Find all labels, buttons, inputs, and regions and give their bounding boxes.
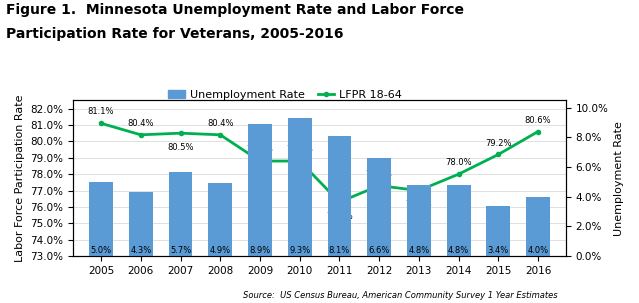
Bar: [407, 185, 431, 256]
Bar: [526, 197, 550, 256]
Bar: [328, 136, 351, 256]
Bar: [288, 118, 312, 256]
Bar: [367, 158, 391, 256]
Text: 76.3%: 76.3%: [326, 212, 353, 221]
Y-axis label: Labor Force Participation Rate: Labor Force Participation Rate: [15, 95, 25, 262]
Text: 4.8%: 4.8%: [448, 246, 469, 255]
Text: Source:  US Census Bureau, American Community Survey 1 Year Estimates: Source: US Census Bureau, American Commu…: [243, 291, 557, 300]
Text: 80.5%: 80.5%: [167, 143, 194, 152]
Text: 5.0%: 5.0%: [91, 246, 112, 255]
Text: 5.7%: 5.7%: [170, 246, 191, 255]
Text: 80.4%: 80.4%: [207, 119, 233, 128]
Text: 4.3%: 4.3%: [130, 246, 151, 255]
Text: 78.0%: 78.0%: [445, 158, 472, 167]
Text: Figure 1.  Minnesota Unemployment Rate and Labor Force: Figure 1. Minnesota Unemployment Rate an…: [6, 3, 465, 17]
Text: 81.1%: 81.1%: [88, 107, 114, 116]
Text: 78.8%: 78.8%: [247, 145, 273, 154]
Text: 4.0%: 4.0%: [527, 246, 549, 255]
Bar: [486, 206, 510, 256]
Bar: [129, 192, 153, 256]
Text: 78.8%: 78.8%: [286, 145, 313, 154]
Text: 3.4%: 3.4%: [488, 246, 509, 255]
Text: 80.6%: 80.6%: [525, 115, 551, 125]
Text: 6.6%: 6.6%: [369, 246, 390, 255]
Text: 80.4%: 80.4%: [128, 119, 154, 128]
Y-axis label: Unemployment Rate: Unemployment Rate: [614, 121, 624, 236]
Text: 79.2%: 79.2%: [485, 138, 512, 148]
Text: 4.8%: 4.8%: [408, 246, 429, 255]
Legend: Unemployment Rate, LFPR 18-64: Unemployment Rate, LFPR 18-64: [164, 86, 406, 105]
Text: 8.1%: 8.1%: [329, 246, 350, 255]
Text: 77.0%: 77.0%: [406, 200, 432, 209]
Text: 77.3%: 77.3%: [366, 170, 392, 179]
Bar: [447, 185, 470, 256]
Text: Participation Rate for Veterans, 2005-2016: Participation Rate for Veterans, 2005-20…: [6, 27, 344, 41]
Bar: [89, 182, 113, 256]
Bar: [248, 124, 272, 256]
Bar: [208, 183, 232, 256]
Text: 8.9%: 8.9%: [249, 246, 270, 255]
Bar: [169, 171, 192, 256]
Text: 4.9%: 4.9%: [210, 246, 231, 255]
Text: 9.3%: 9.3%: [289, 246, 311, 255]
